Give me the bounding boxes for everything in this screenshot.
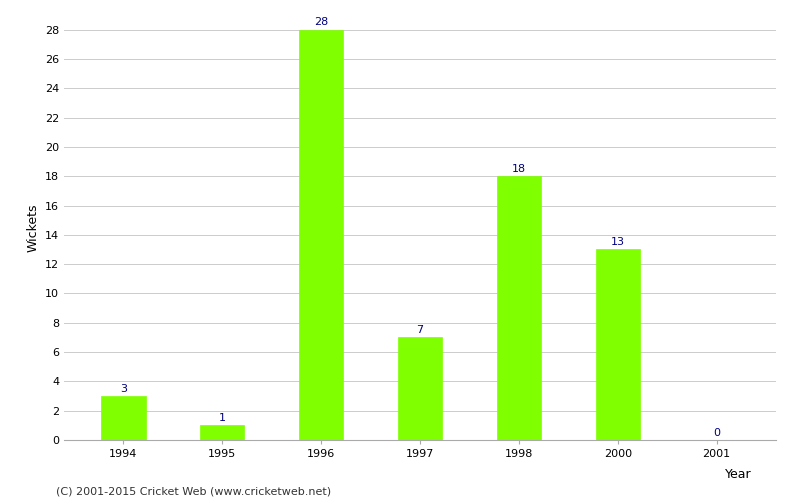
Text: 13: 13: [610, 238, 625, 248]
Text: 0: 0: [713, 428, 720, 438]
Text: Year: Year: [726, 468, 752, 480]
Text: 3: 3: [120, 384, 127, 394]
Text: (C) 2001-2015 Cricket Web (www.cricketweb.net): (C) 2001-2015 Cricket Web (www.cricketwe…: [56, 487, 331, 497]
Text: 28: 28: [314, 18, 328, 28]
Text: 18: 18: [512, 164, 526, 174]
Bar: [101, 396, 146, 440]
Bar: [595, 250, 640, 440]
Text: 1: 1: [218, 413, 226, 423]
Text: 7: 7: [417, 325, 423, 335]
Bar: [398, 338, 442, 440]
Y-axis label: Wickets: Wickets: [26, 203, 39, 252]
Bar: [497, 176, 541, 440]
Bar: [299, 30, 343, 440]
Bar: [200, 426, 245, 440]
